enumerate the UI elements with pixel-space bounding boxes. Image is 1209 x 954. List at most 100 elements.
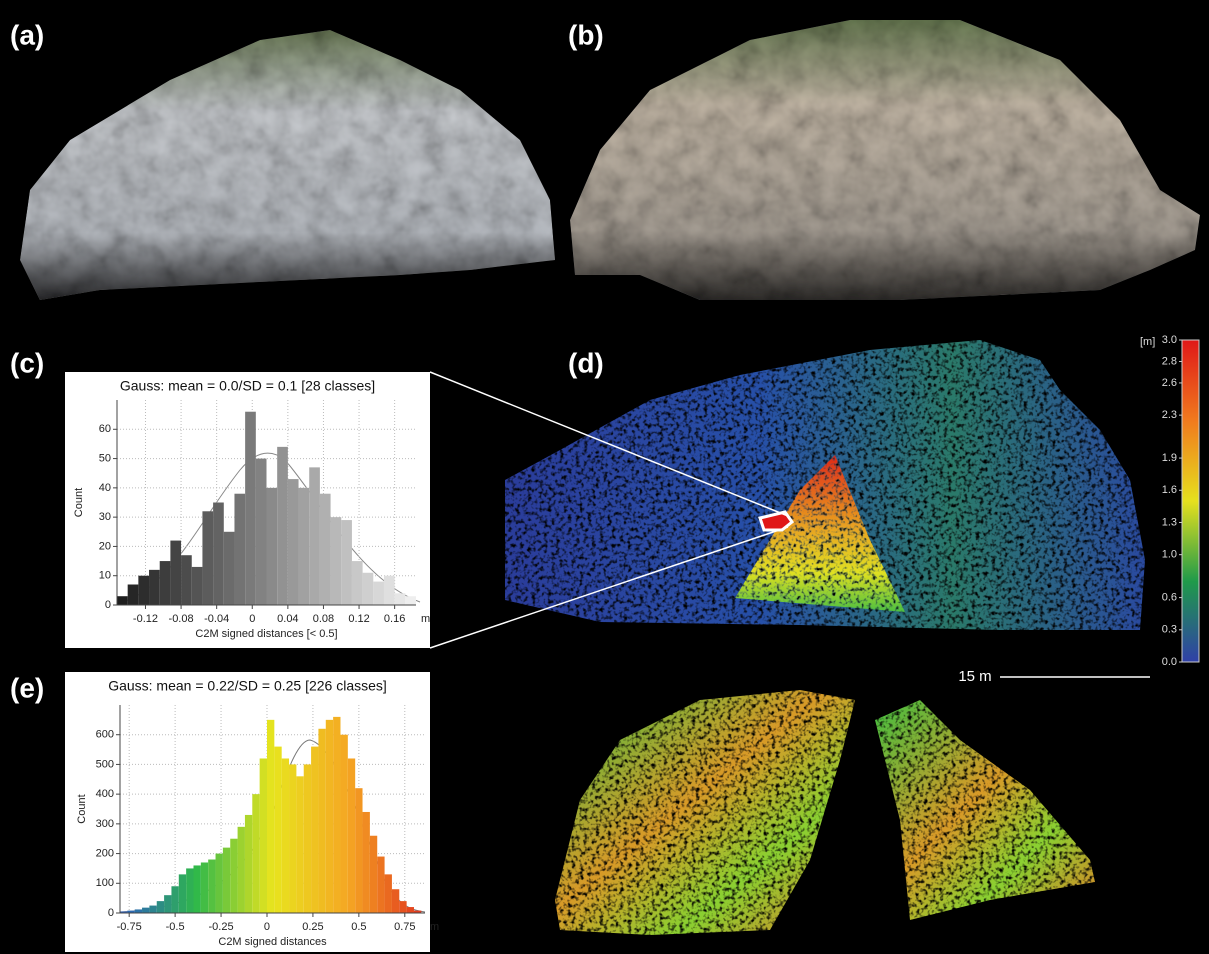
histogram-bar <box>208 860 215 913</box>
color-scale-label: 0.6 <box>1162 592 1177 604</box>
histogram-bar <box>392 889 399 913</box>
histogram-bar <box>256 459 267 605</box>
panel-label: (c) <box>10 347 44 378</box>
color-scale-label: 1.0 <box>1162 549 1177 561</box>
histogram-bar <box>331 517 342 605</box>
x-unit: m <box>430 921 439 933</box>
histogram-bar <box>407 907 414 913</box>
color-scale-label: 3.0 <box>1162 334 1177 346</box>
histogram-bar <box>289 764 296 913</box>
x-tick-label: 0 <box>264 921 270 933</box>
histogram-bar <box>299 488 310 605</box>
x-tick-label: -0.12 <box>133 613 158 625</box>
histogram-bar <box>377 857 384 913</box>
x-tick-label: 0 <box>249 613 255 625</box>
histogram-bar <box>179 874 186 913</box>
y-tick-label: 300 <box>96 818 114 830</box>
histogram-bar <box>373 582 384 605</box>
histogram-bar <box>277 447 288 605</box>
histogram-bar <box>348 758 355 913</box>
histogram-bar <box>149 570 160 605</box>
color-scale-bar <box>1182 340 1199 662</box>
histogram-bar <box>192 567 203 605</box>
histogram-bar <box>216 854 223 913</box>
color-scale-label: 1.6 <box>1162 484 1177 496</box>
x-tick-label: -0.04 <box>204 613 229 625</box>
histogram-bar <box>288 479 299 605</box>
histogram-bar <box>171 886 178 913</box>
histogram-bar <box>170 541 181 605</box>
histogram-bar <box>282 758 289 913</box>
y-tick-label: 50 <box>99 452 111 464</box>
color-scale-label: 2.6 <box>1162 377 1177 389</box>
histogram-bar <box>193 865 200 913</box>
histogram-bar <box>201 862 208 913</box>
histogram-bar <box>245 815 252 913</box>
y-tick-label: 200 <box>96 847 114 859</box>
x-unit: m <box>421 613 430 625</box>
y-axis-label: Count <box>76 794 88 823</box>
histogram-bar <box>309 467 320 605</box>
x-tick-label: 0.08 <box>313 613 334 625</box>
y-tick-label: 600 <box>96 729 114 741</box>
x-tick-label: 0.5 <box>351 921 366 933</box>
histogram-bar <box>160 561 171 605</box>
histogram-bar <box>311 747 318 913</box>
histogram-bar <box>135 909 142 913</box>
histogram-bar <box>405 596 416 605</box>
y-tick-label: 30 <box>99 511 111 523</box>
histogram-bar <box>352 561 363 605</box>
y-tick-label: 60 <box>99 423 111 435</box>
histogram-bar <box>117 596 128 605</box>
histogram-bar <box>340 735 347 913</box>
color-scale-label: 1.3 <box>1162 516 1177 528</box>
histogram-bar <box>326 720 333 913</box>
histogram-bar <box>224 532 235 605</box>
histogram-bar <box>138 576 149 605</box>
histogram-bar <box>128 585 139 606</box>
histogram-bar <box>181 555 192 605</box>
y-tick-label: 100 <box>96 877 114 889</box>
y-tick-label: 500 <box>96 758 114 770</box>
x-tick-label: -0.5 <box>166 921 185 933</box>
histogram-bar <box>234 494 245 605</box>
histogram-bar <box>384 576 395 605</box>
histogram-bar <box>341 520 352 605</box>
x-tick-label: -0.08 <box>169 613 194 625</box>
histogram-bar <box>363 812 370 913</box>
histogram-bar <box>252 794 259 913</box>
y-tick-label: 0 <box>108 907 114 919</box>
panel-label: (e) <box>10 672 44 703</box>
histogram-bar <box>260 758 267 913</box>
panel-label: (d) <box>568 347 604 378</box>
histogram-bar <box>385 874 392 913</box>
x-axis-label: C2M signed distances [< 0.5] <box>195 628 337 640</box>
histogram-bar <box>223 848 230 913</box>
y-tick-label: 400 <box>96 788 114 800</box>
histogram-bar <box>238 827 245 913</box>
histogram-bar <box>245 412 256 605</box>
histogram-bar <box>370 836 377 913</box>
y-tick-label: 20 <box>99 540 111 552</box>
x-tick-label: 0.16 <box>384 613 405 625</box>
histogram-bar <box>304 764 311 913</box>
histogram-bar <box>213 503 224 606</box>
color-scale-label: 2.8 <box>1162 355 1177 367</box>
x-tick-label: -0.25 <box>209 921 234 933</box>
histogram-bar <box>274 747 281 913</box>
histogram-bar <box>202 511 213 605</box>
y-tick-label: 0 <box>105 599 111 611</box>
color-scale-label: 2.3 <box>1162 409 1177 421</box>
histogram-bar <box>333 717 340 913</box>
color-scale-unit: [m] <box>1140 336 1155 348</box>
histogram-bar <box>230 839 237 913</box>
histogram-bar <box>186 868 193 913</box>
histogram-bar <box>355 788 362 913</box>
y-axis-label: Count <box>73 488 85 517</box>
histogram-bar <box>142 908 149 913</box>
histogram-bar <box>149 906 156 913</box>
chart-title: Gauss: mean = 0.0/SD = 0.1 [28 classes] <box>120 378 375 394</box>
histogram-bar <box>318 729 325 913</box>
scale-bar-label: 15 m <box>958 668 991 685</box>
histogram-bar <box>267 720 274 913</box>
